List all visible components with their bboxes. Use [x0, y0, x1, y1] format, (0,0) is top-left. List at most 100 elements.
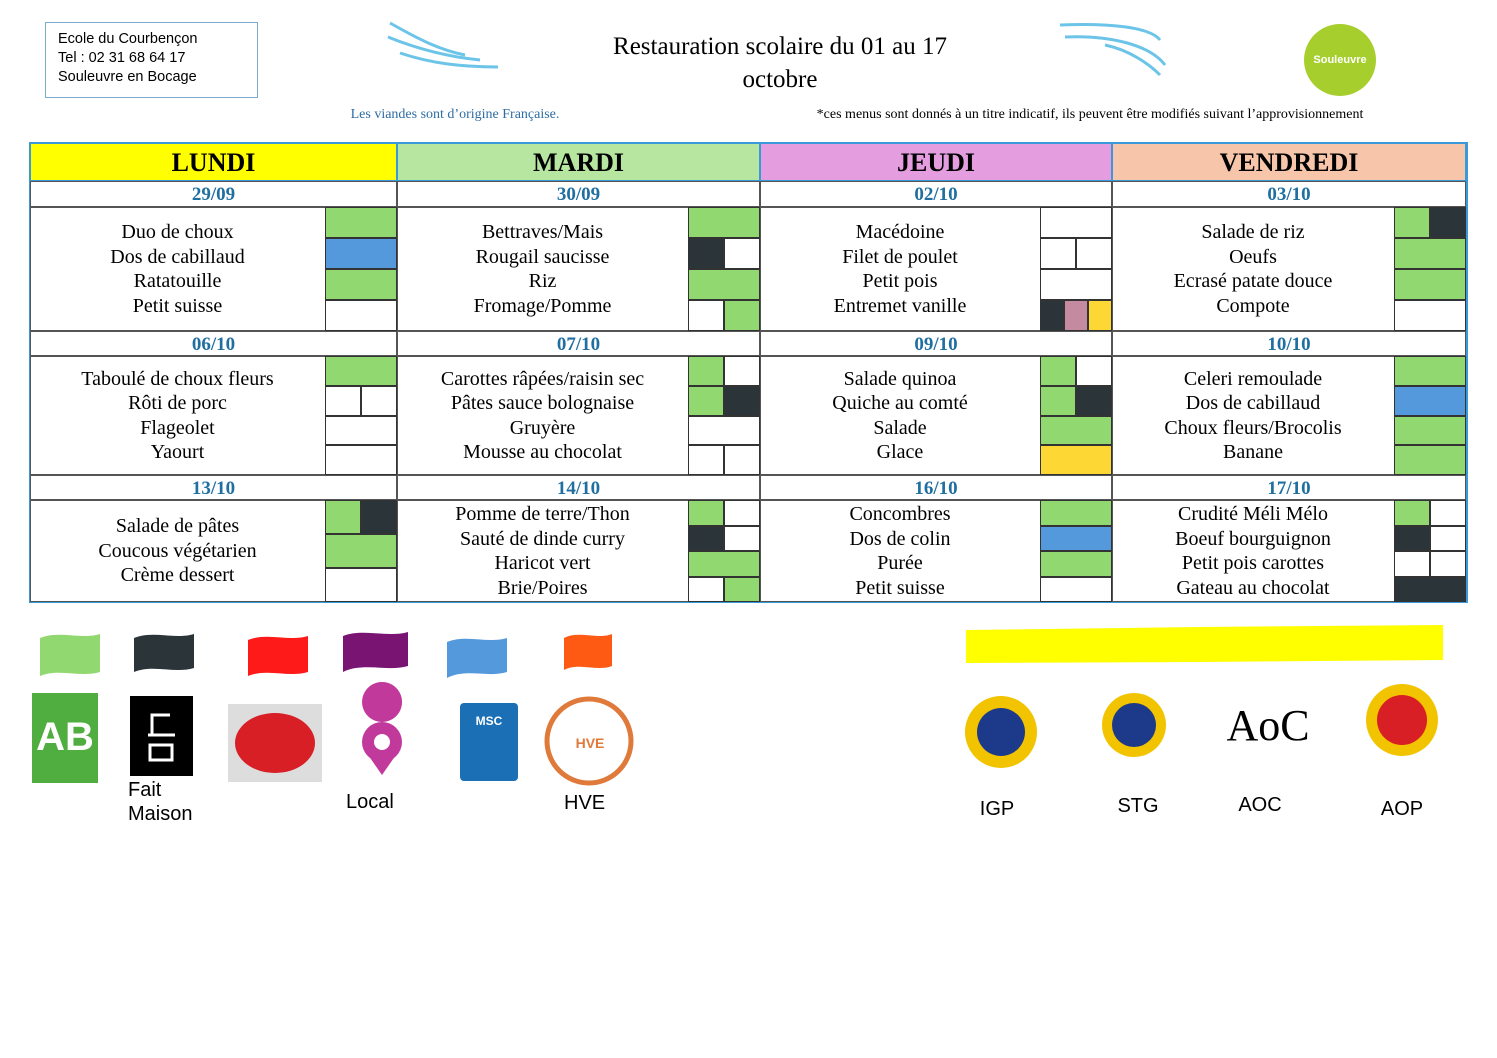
flag-cell [1394, 415, 1466, 446]
seal-label: STG [1117, 795, 1158, 817]
menu-item: Salade quinoa [843, 367, 957, 390]
legend-label: Maison [128, 803, 192, 825]
date: 14/10 [397, 475, 760, 500]
menu-item: Petit pois carottes [1181, 552, 1325, 574]
flag-cell [325, 300, 397, 331]
flag-cell [1430, 207, 1466, 238]
flag-cell [361, 500, 397, 534]
school-line: Tel : 02 31 68 64 17 [58, 50, 186, 66]
msc-logo [460, 703, 518, 781]
menu-item: Dos de cabillaud [1185, 392, 1321, 414]
ab-text: AB [36, 715, 94, 759]
menu-item: Haricot vert [494, 552, 591, 574]
menu-item: Crème dessert [120, 564, 235, 587]
menu-item: Entremet vanille [833, 294, 967, 317]
flag-cell [688, 500, 724, 526]
flag-cell [361, 385, 397, 416]
flag-cell [688, 385, 724, 416]
flag-cell [724, 300, 760, 331]
flag-cell [1040, 238, 1076, 269]
legend: AB MSC HVE Fait Maison Local HVE AoC IGP… [32, 625, 1443, 825]
menu-item: Pâtes sauce bolognaise [450, 392, 635, 414]
menu-item: Taboulé de choux fleurs [81, 367, 274, 390]
flag-cell [1430, 551, 1466, 577]
flag-cell [688, 207, 760, 238]
flag-cell [724, 576, 760, 602]
flag-cell [1040, 576, 1112, 602]
flag-cell [1040, 385, 1076, 416]
date: 17/10 [1112, 475, 1466, 500]
flag-cell [688, 576, 724, 602]
menu-item: Petit suisse [132, 294, 223, 317]
flag-cell [325, 207, 397, 238]
menu-item: Fromage/Pomme [473, 294, 612, 317]
flag-cell [1394, 300, 1466, 331]
flag-cell [724, 445, 760, 475]
menu-item: Mousse au chocolat [463, 441, 622, 463]
menu-item: Rôti de porc [128, 392, 227, 414]
date: 07/10 [397, 331, 760, 356]
menu-table: LUNDI MARDI JEUDI VENDREDI 29/09 Duo de choux… [29, 142, 1468, 603]
flag-cell [724, 356, 760, 386]
legend-label: Fait [128, 779, 162, 801]
flag-cell [1040, 525, 1112, 551]
flag-cell [325, 445, 397, 475]
menu-item: Oeufs [1229, 245, 1277, 268]
date: 13/10 [30, 475, 397, 500]
day-header: MARDI [397, 143, 760, 181]
menu-item: Banane [1223, 441, 1283, 463]
legend-flags [40, 632, 612, 678]
menu-item: Coucous végétarien [98, 539, 257, 562]
hve-logo [544, 696, 634, 786]
menu-item: Pomme de terre/Thon [455, 503, 630, 525]
logo: Souleuvre [1304, 24, 1376, 96]
menu-item: Gateau au chocolat [1176, 576, 1330, 599]
svg-text:HVE: HVE [576, 735, 605, 751]
menu-item: Sauté de dinde curry [460, 527, 625, 550]
menu-item: Riz [528, 270, 557, 292]
menu-item: Dos de colin [849, 527, 951, 550]
flag-cell [325, 356, 397, 386]
menu-item: Purée [877, 552, 923, 574]
date: 30/09 [397, 181, 760, 207]
flag-cell [688, 525, 724, 551]
flag-cell [1040, 551, 1112, 577]
flag-cell [1394, 500, 1430, 526]
flag-cell [1040, 356, 1076, 386]
flag-cell [1394, 445, 1466, 475]
seal-label: AOP [1381, 798, 1423, 820]
flag-cell [325, 500, 361, 534]
flag-cell [325, 385, 361, 416]
menu-item: Quiche au comté [832, 392, 968, 414]
day-header: LUNDI [30, 143, 397, 181]
wave-decor [1059, 23, 1167, 77]
menu-item: Carottes râpées/raisin sec [440, 367, 645, 390]
title-line: Restauration scolaire du 01 au 17 [613, 33, 947, 60]
flag-cell [1394, 269, 1466, 300]
flag-cell [724, 385, 760, 416]
menu-item: Choux fleurs/Brocolis [1164, 416, 1342, 439]
menu-item: Brie/Poires [497, 576, 588, 599]
menu-item: Petit pois [862, 270, 938, 292]
flag-cell [325, 568, 397, 602]
menu-item: Salade de riz [1201, 221, 1305, 243]
menu-item: Salade [873, 416, 927, 439]
menu-item: Rougail saucisse [475, 245, 610, 268]
date: 10/10 [1112, 331, 1466, 356]
title: Restauration scolaire du 01 au 17 octobr… [560, 30, 1000, 96]
day-header: VENDREDI [1112, 143, 1466, 181]
menu-item: Bettraves/Mais [481, 221, 604, 243]
menu-item: Concombres [849, 503, 951, 525]
flag-cell [1394, 385, 1466, 416]
aoc-logo: AoC [1226, 701, 1309, 750]
flag-cell [1394, 356, 1466, 386]
date: 02/10 [760, 181, 1112, 207]
menu-item: Yaourt [150, 441, 205, 463]
legend-label: HVE [564, 792, 605, 814]
date: 29/09 [30, 181, 397, 207]
flag-cell [1040, 445, 1112, 475]
menu-item: Dos de cabillaud [110, 245, 245, 268]
flag-cell [1040, 500, 1112, 526]
flag-cell [724, 500, 760, 526]
